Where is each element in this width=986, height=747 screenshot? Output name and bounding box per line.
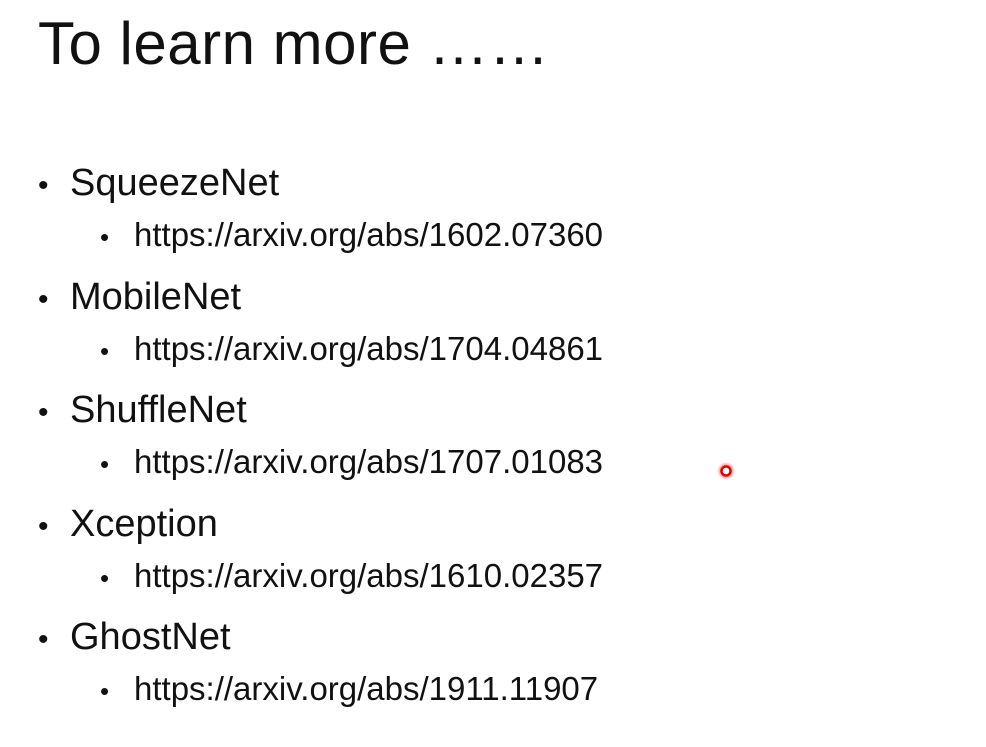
bullet-icon: •: [100, 562, 110, 593]
bullet-icon: •: [38, 282, 49, 316]
bullet-icon: •: [38, 396, 49, 429]
bullet-icon: •: [38, 169, 49, 202]
paper-link[interactable]: https://arxiv.org/abs/1610.02357: [134, 556, 604, 594]
model-name: Xception: [70, 502, 218, 545]
paper-link[interactable]: https://arxiv.org/abs/1911.11907: [134, 670, 599, 707]
paper-link[interactable]: https://arxiv.org/abs/1707.01083: [134, 443, 604, 480]
bullet-icon: •: [100, 222, 110, 252]
model-name: ShuffleNet: [70, 389, 247, 431]
slide-title: To learn more ……: [38, 10, 550, 77]
laser-pointer-icon: [717, 462, 735, 480]
bullet-icon: •: [100, 335, 110, 366]
bullet-icon: •: [38, 623, 49, 656]
model-name: MobileNet: [70, 275, 242, 318]
bullet-icon: •: [100, 676, 110, 706]
bullet-icon: •: [38, 509, 49, 543]
model-name: GhostNet: [70, 616, 231, 658]
paper-link[interactable]: https://arxiv.org/abs/1602.07360: [134, 216, 604, 253]
model-name: SqueezeNet: [70, 162, 280, 204]
paper-link[interactable]: https://arxiv.org/abs/1704.04861: [134, 329, 604, 367]
bullet-icon: •: [100, 449, 110, 479]
